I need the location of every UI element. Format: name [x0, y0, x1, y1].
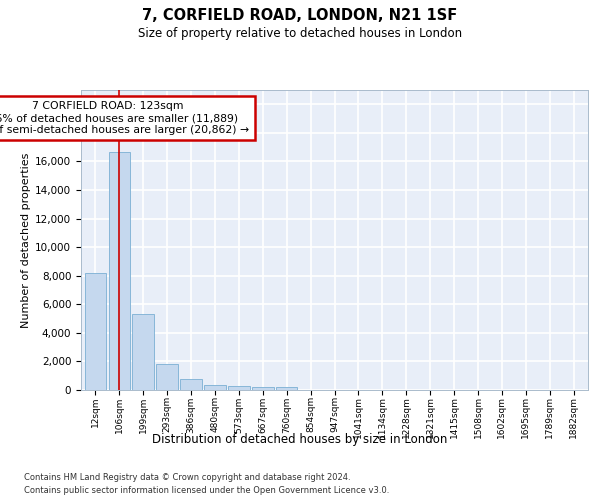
Text: Distribution of detached houses by size in London: Distribution of detached houses by size … [152, 432, 448, 446]
Bar [180, 380, 202, 390]
Y-axis label: Number of detached properties: Number of detached properties [21, 152, 31, 328]
Text: Contains HM Land Registry data © Crown copyright and database right 2024.: Contains HM Land Registry data © Crown c… [24, 472, 350, 482]
Bar [85, 273, 106, 390]
Text: 7, CORFIELD ROAD, LONDON, N21 1SF: 7, CORFIELD ROAD, LONDON, N21 1SF [142, 8, 458, 22]
Bar [252, 387, 274, 390]
Bar [228, 386, 250, 390]
Bar [204, 386, 226, 390]
Text: 7 CORFIELD ROAD: 123sqm
← 36% of detached houses are smaller (11,889)
63% of sem: 7 CORFIELD ROAD: 123sqm ← 36% of detache… [0, 102, 250, 134]
Bar [133, 314, 154, 390]
Text: Size of property relative to detached houses in London: Size of property relative to detached ho… [138, 28, 462, 40]
Bar [109, 152, 130, 390]
Bar [157, 364, 178, 390]
Bar [276, 388, 298, 390]
Text: Contains public sector information licensed under the Open Government Licence v3: Contains public sector information licen… [24, 486, 389, 495]
